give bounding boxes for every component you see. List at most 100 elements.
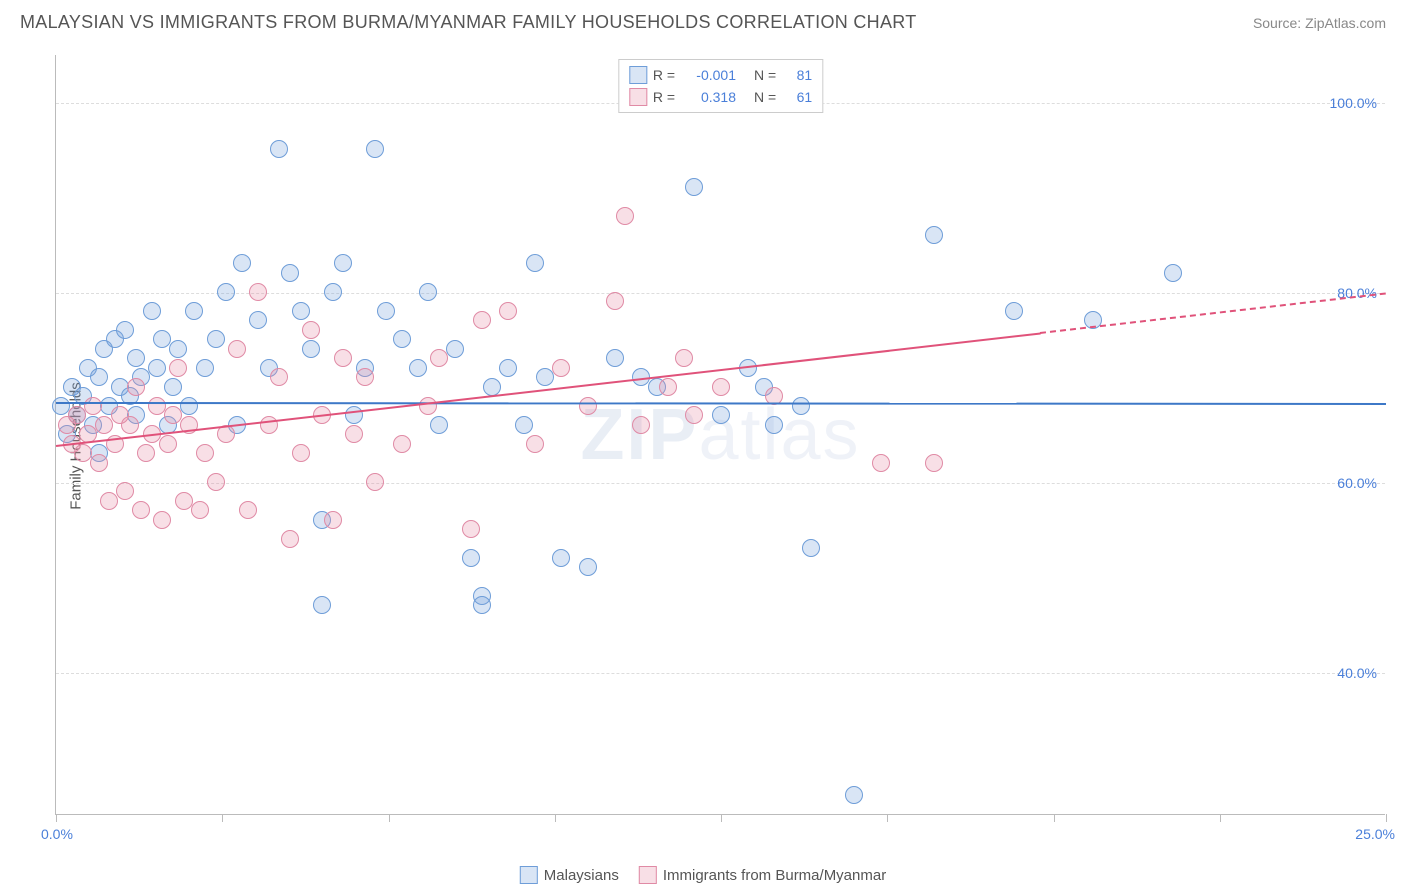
scatter-point: [377, 302, 395, 320]
scatter-point: [196, 444, 214, 462]
scatter-point: [1164, 264, 1182, 282]
scatter-point: [792, 397, 810, 415]
series-legend: Malaysians Immigrants from Burma/Myanmar: [520, 866, 886, 884]
legend-n-label: N =: [754, 86, 776, 108]
scatter-point: [419, 283, 437, 301]
scatter-point: [270, 140, 288, 158]
scatter-point: [606, 292, 624, 310]
gridline: [56, 483, 1385, 484]
legend-swatch: [520, 866, 538, 884]
scatter-point: [196, 359, 214, 377]
chart-title: MALAYSIAN VS IMMIGRANTS FROM BURMA/MYANM…: [20, 12, 917, 33]
scatter-point: [84, 397, 102, 415]
x-tick: [222, 814, 223, 822]
scatter-point: [515, 416, 533, 434]
scatter-point: [393, 435, 411, 453]
scatter-point: [127, 378, 145, 396]
source-label: Source: ZipAtlas.com: [1253, 15, 1386, 31]
scatter-point: [334, 349, 352, 367]
scatter-point: [281, 264, 299, 282]
scatter-point: [90, 454, 108, 472]
scatter-point: [579, 397, 597, 415]
scatter-point: [409, 359, 427, 377]
legend-n-value: 81: [782, 64, 812, 86]
scatter-point: [685, 406, 703, 424]
legend-r-label: R =: [653, 86, 675, 108]
scatter-point: [616, 207, 634, 225]
scatter-point: [430, 349, 448, 367]
y-tick-label: 40.0%: [1337, 665, 1377, 681]
scatter-point: [249, 283, 267, 301]
scatter-point: [579, 558, 597, 576]
scatter-point: [228, 340, 246, 358]
legend-swatch: [629, 66, 647, 84]
scatter-point: [164, 378, 182, 396]
scatter-point: [765, 416, 783, 434]
scatter-point: [446, 340, 464, 358]
scatter-point: [345, 406, 363, 424]
scatter-point: [845, 786, 863, 804]
scatter-point: [872, 454, 890, 472]
scatter-point: [345, 425, 363, 443]
x-tick-label: 25.0%: [1355, 826, 1395, 842]
scatter-point: [499, 302, 517, 320]
scatter-point: [334, 254, 352, 272]
scatter-point: [526, 435, 544, 453]
scatter-point: [632, 416, 650, 434]
scatter-point: [356, 368, 374, 386]
scatter-point: [1005, 302, 1023, 320]
scatter-point: [281, 530, 299, 548]
scatter-point: [260, 416, 278, 434]
scatter-point: [116, 321, 134, 339]
correlation-legend: R = -0.001 N = 81 R = 0.318 N = 61: [618, 59, 823, 113]
scatter-point: [606, 349, 624, 367]
x-tick: [1220, 814, 1221, 822]
scatter-point: [473, 596, 491, 614]
legend-item: Malaysians: [520, 866, 619, 884]
scatter-point: [121, 416, 139, 434]
scatter-point: [302, 321, 320, 339]
x-tick: [887, 814, 888, 822]
scatter-point: [100, 492, 118, 510]
legend-label: Malaysians: [544, 867, 619, 884]
scatter-point: [132, 501, 150, 519]
scatter-point: [659, 378, 677, 396]
scatter-point: [148, 359, 166, 377]
x-tick: [1054, 814, 1055, 822]
legend-r-label: R =: [653, 64, 675, 86]
scatter-point: [313, 596, 331, 614]
scatter-point: [925, 226, 943, 244]
scatter-point: [685, 178, 703, 196]
scatter-point: [473, 311, 491, 329]
scatter-point: [169, 359, 187, 377]
scatter-point: [324, 511, 342, 529]
scatter-point: [180, 397, 198, 415]
scatter-point: [462, 520, 480, 538]
scatter-point: [393, 330, 411, 348]
scatter-point: [536, 368, 554, 386]
x-tick: [555, 814, 556, 822]
scatter-point: [90, 368, 108, 386]
scatter-point: [159, 435, 177, 453]
scatter-point: [483, 378, 501, 396]
scatter-point: [419, 397, 437, 415]
legend-n-value: 61: [782, 86, 812, 108]
scatter-point: [366, 140, 384, 158]
scatter-point: [462, 549, 480, 567]
legend-r-value: 0.318: [681, 86, 736, 108]
scatter-point: [366, 473, 384, 491]
scatter-point: [95, 416, 113, 434]
legend-swatch: [629, 88, 647, 106]
scatter-point: [925, 454, 943, 472]
legend-row: R = -0.001 N = 81: [629, 64, 812, 86]
scatter-point: [169, 340, 187, 358]
x-tick: [56, 814, 57, 822]
y-tick-label: 60.0%: [1337, 475, 1377, 491]
legend-r-value: -0.001: [681, 64, 736, 86]
scatter-point: [552, 549, 570, 567]
scatter-point: [292, 444, 310, 462]
legend-label: Immigrants from Burma/Myanmar: [663, 867, 886, 884]
legend-row: R = 0.318 N = 61: [629, 86, 812, 108]
x-tick: [721, 814, 722, 822]
legend-n-label: N =: [754, 64, 776, 86]
